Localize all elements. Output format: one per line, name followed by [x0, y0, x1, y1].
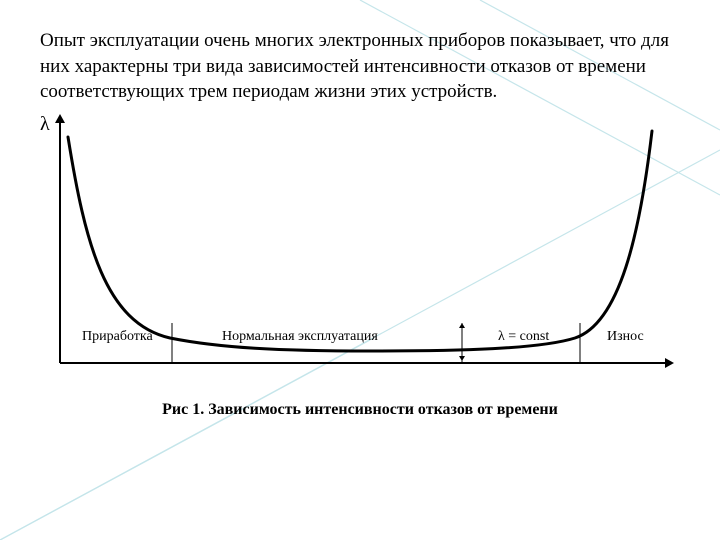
- intro-paragraph: Опыт эксплуатации очень многих электронн…: [40, 28, 680, 105]
- region-label: λ = const: [498, 329, 549, 345]
- bathtub-chart: λ ПриработкаНормальная эксплуатацияλ = c…: [40, 113, 680, 383]
- figure-caption: Рис 1. Зависимость интенсивности отказов…: [40, 401, 680, 419]
- region-label: Износ: [607, 329, 644, 345]
- region-label: Нормальная эксплуатация: [222, 329, 378, 345]
- region-label: Приработка: [82, 329, 153, 345]
